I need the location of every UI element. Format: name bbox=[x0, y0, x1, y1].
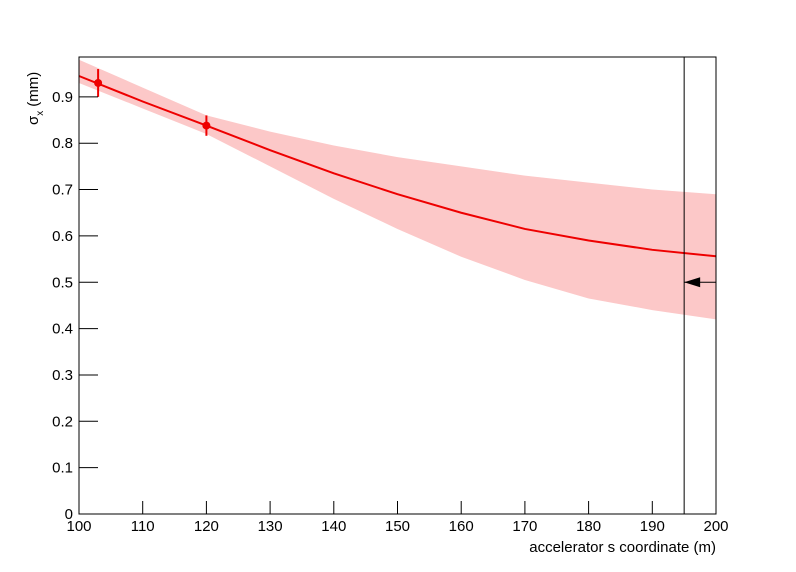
y-tick-label: 0.7 bbox=[52, 182, 73, 199]
x-tick-label: 130 bbox=[258, 518, 283, 535]
x-tick-label: 190 bbox=[640, 518, 665, 535]
confidence-band bbox=[79, 59, 716, 320]
y-tick-label: 0.5 bbox=[52, 274, 73, 291]
y-tick-label: 0.3 bbox=[52, 367, 73, 384]
x-tick-label: 100 bbox=[66, 518, 91, 535]
data-point bbox=[202, 121, 211, 130]
y-axis-label: σx (mm) bbox=[25, 72, 46, 125]
x-tick-label: 160 bbox=[449, 518, 474, 535]
x-tick-label: 140 bbox=[321, 518, 346, 535]
y-tick-label: 0.8 bbox=[52, 135, 73, 152]
y-tick-label: 0.1 bbox=[52, 460, 73, 477]
x-tick-label: 120 bbox=[194, 518, 219, 535]
y-tick-label: 0 bbox=[65, 506, 73, 523]
y-label-subscript: x bbox=[35, 111, 46, 116]
x-tick-label: 180 bbox=[576, 518, 601, 535]
y-tick-label: 0.2 bbox=[52, 413, 73, 430]
x-tick-label: 170 bbox=[512, 518, 537, 535]
x-tick-label: 150 bbox=[385, 518, 410, 535]
x-axis-label: accelerator s coordinate (m) bbox=[529, 539, 716, 556]
x-tick-label: 200 bbox=[703, 518, 728, 535]
fit-line bbox=[78, 75, 717, 258]
marker-arrow-head bbox=[684, 277, 701, 288]
x-tick-label: 110 bbox=[131, 518, 155, 535]
y-label-symbol: σ bbox=[25, 115, 42, 125]
y-label-unit: (mm) bbox=[25, 72, 42, 107]
y-tick-label: 0.6 bbox=[52, 228, 73, 245]
data-point bbox=[94, 78, 103, 87]
y-tick-label: 0.9 bbox=[52, 89, 73, 106]
y-tick-label: 0.4 bbox=[52, 321, 73, 338]
